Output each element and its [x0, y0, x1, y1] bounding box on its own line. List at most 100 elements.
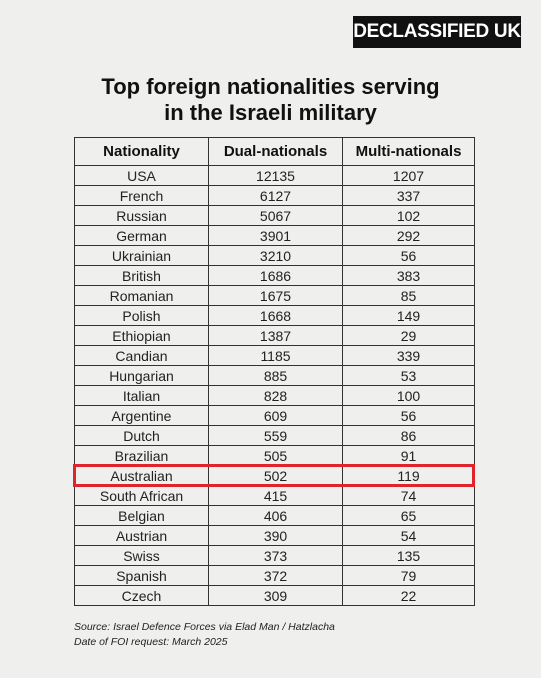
cell-nationality: Ukrainian	[74, 245, 209, 266]
cell-multi-nationals: 65	[342, 505, 475, 526]
cell-dual-nationals: 390	[208, 525, 343, 546]
table-body: USA 12135 1207 French 6127 337 Russian 5067 102 G…	[74, 165, 475, 606]
table-header-row: Nationality Dual-nationals Multi-nationa…	[74, 137, 475, 166]
cell-dual-nationals: 415	[208, 485, 343, 506]
table-row: Argentine 609 56	[74, 405, 475, 426]
cell-nationality: South African	[74, 485, 209, 506]
cell-multi-nationals: 135	[342, 545, 475, 566]
table-row: Polish 1668 149	[74, 305, 475, 326]
cell-dual-nationals: 1686	[208, 265, 343, 286]
table-row: Italian 828 100	[74, 385, 475, 406]
table-row: Austrian 390 54	[74, 525, 475, 546]
cell-multi-nationals: 56	[342, 405, 475, 426]
cell-nationality: Brazilian	[74, 445, 209, 466]
cell-dual-nationals: 828	[208, 385, 343, 406]
table-row: Ukrainian 3210 56	[74, 245, 475, 266]
cell-dual-nationals: 12135	[208, 165, 343, 186]
source-note: Source: Israel Defence Forces via Elad M…	[74, 620, 335, 650]
cell-dual-nationals: 1668	[208, 305, 343, 326]
cell-nationality: Russian	[74, 205, 209, 226]
cell-nationality: Ethiopian	[74, 325, 209, 346]
table-row: Australian 502 119	[74, 465, 475, 486]
cell-multi-nationals: 1207	[342, 165, 475, 186]
table-row: German 3901 292	[74, 225, 475, 246]
page-title: Top foreign nationalities serving in the…	[0, 74, 541, 126]
table-row: Ethiopian 1387 29	[74, 325, 475, 346]
cell-multi-nationals: 337	[342, 185, 475, 206]
cell-dual-nationals: 609	[208, 405, 343, 426]
header-dual-nationals: Dual-nationals	[208, 137, 343, 166]
cell-dual-nationals: 559	[208, 425, 343, 446]
brand-logo: DECLASSIFIED UK	[353, 16, 521, 48]
cell-nationality: Australian	[74, 465, 209, 486]
cell-nationality: Belgian	[74, 505, 209, 526]
cell-multi-nationals: 91	[342, 445, 475, 466]
cell-dual-nationals: 406	[208, 505, 343, 526]
cell-nationality: German	[74, 225, 209, 246]
header-multi-nationals: Multi-nationals	[342, 137, 475, 166]
cell-nationality: Romanian	[74, 285, 209, 306]
table-row: South African 415 74	[74, 485, 475, 506]
cell-nationality: Hungarian	[74, 365, 209, 386]
table-row: Candian 1185 339	[74, 345, 475, 366]
cell-nationality: Candian	[74, 345, 209, 366]
cell-multi-nationals: 79	[342, 565, 475, 586]
cell-dual-nationals: 1387	[208, 325, 343, 346]
table-row: Romanian 1675 85	[74, 285, 475, 306]
cell-dual-nationals: 373	[208, 545, 343, 566]
cell-nationality: British	[74, 265, 209, 286]
cell-multi-nationals: 102	[342, 205, 475, 226]
cell-multi-nationals: 29	[342, 325, 475, 346]
cell-nationality: Austrian	[74, 525, 209, 546]
source-line: Source: Israel Defence Forces via Elad M…	[74, 621, 335, 633]
cell-dual-nationals: 505	[208, 445, 343, 466]
cell-nationality: Dutch	[74, 425, 209, 446]
cell-dual-nationals: 1675	[208, 285, 343, 306]
cell-multi-nationals: 53	[342, 365, 475, 386]
cell-dual-nationals: 309	[208, 585, 343, 606]
cell-dual-nationals: 885	[208, 365, 343, 386]
cell-multi-nationals: 292	[342, 225, 475, 246]
table-row: Czech 309 22	[74, 585, 475, 606]
cell-multi-nationals: 383	[342, 265, 475, 286]
cell-multi-nationals: 85	[342, 285, 475, 306]
foi-date-line: Date of FOI request: March 2025	[74, 636, 228, 648]
cell-dual-nationals: 6127	[208, 185, 343, 206]
cell-dual-nationals: 372	[208, 565, 343, 586]
cell-nationality: Argentine	[74, 405, 209, 426]
cell-multi-nationals: 54	[342, 525, 475, 546]
cell-dual-nationals: 1185	[208, 345, 343, 366]
cell-multi-nationals: 339	[342, 345, 475, 366]
cell-multi-nationals: 74	[342, 485, 475, 506]
cell-nationality: Spanish	[74, 565, 209, 586]
cell-nationality: French	[74, 185, 209, 206]
table-row: French 6127 337	[74, 185, 475, 206]
table-row: Russian 5067 102	[74, 205, 475, 226]
cell-multi-nationals: 56	[342, 245, 475, 266]
title-line-2: in the Israeli military	[164, 100, 377, 125]
table-row: Dutch 559 86	[74, 425, 475, 446]
header-nationality: Nationality	[74, 137, 209, 166]
cell-nationality: Swiss	[74, 545, 209, 566]
table-row: Belgian 406 65	[74, 505, 475, 526]
table-row: Swiss 373 135	[74, 545, 475, 566]
cell-multi-nationals: 22	[342, 585, 475, 606]
table-row: Spanish 372 79	[74, 565, 475, 586]
cell-multi-nationals: 149	[342, 305, 475, 326]
cell-dual-nationals: 502	[208, 465, 343, 486]
cell-multi-nationals: 119	[342, 465, 475, 486]
table-row: British 1686 383	[74, 265, 475, 286]
table-row: Hungarian 885 53	[74, 365, 475, 386]
cell-multi-nationals: 86	[342, 425, 475, 446]
table-row: USA 12135 1207	[74, 165, 475, 186]
cell-nationality: USA	[74, 165, 209, 186]
title-line-1: Top foreign nationalities serving	[101, 74, 440, 99]
cell-nationality: Polish	[74, 305, 209, 326]
table-row: Brazilian 505 91	[74, 445, 475, 466]
cell-dual-nationals: 3901	[208, 225, 343, 246]
nationalities-table: Nationality Dual-nationals Multi-nationa…	[74, 137, 475, 606]
cell-multi-nationals: 100	[342, 385, 475, 406]
cell-nationality: Czech	[74, 585, 209, 606]
cell-dual-nationals: 5067	[208, 205, 343, 226]
cell-dual-nationals: 3210	[208, 245, 343, 266]
